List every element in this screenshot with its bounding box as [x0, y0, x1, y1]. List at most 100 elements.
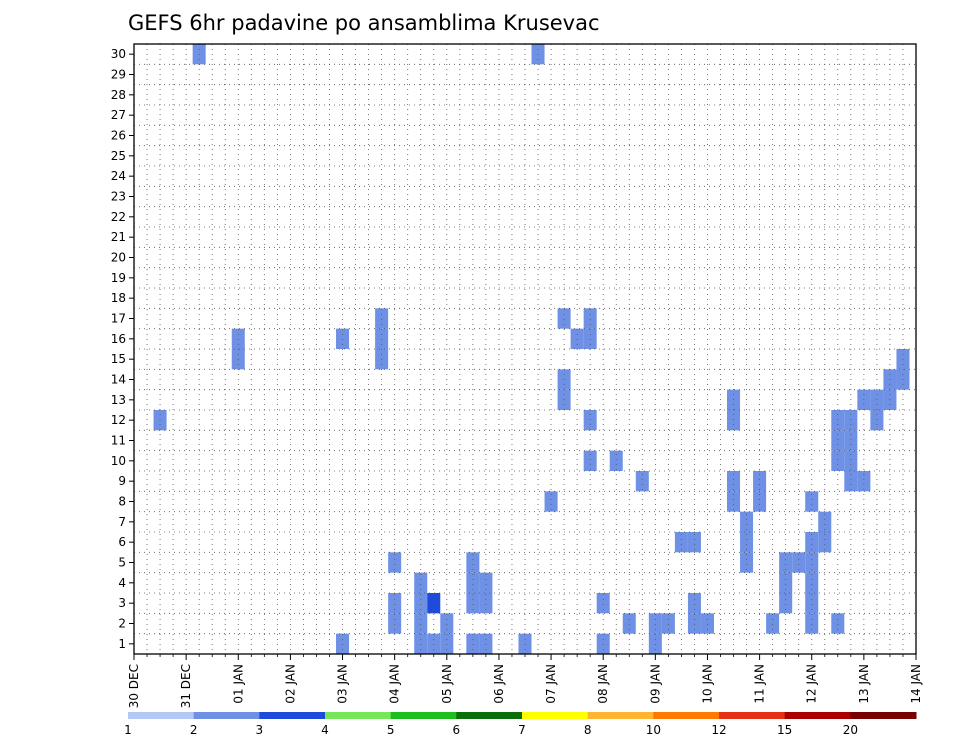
- precip-cell: [740, 511, 754, 532]
- y-tick-label: 30: [111, 47, 126, 61]
- precip-cell: [596, 593, 610, 614]
- legend-level-label: 1: [124, 723, 132, 737]
- legend-level-label: 10: [646, 723, 661, 737]
- y-tick-label: 10: [111, 454, 126, 468]
- y-tick-label: 8: [118, 495, 126, 509]
- y-tick-label: 22: [111, 210, 126, 224]
- y-tick-label: 4: [118, 576, 126, 590]
- precip-cell: [414, 613, 428, 634]
- precip-cell: [336, 633, 350, 654]
- precip-cell: [792, 552, 806, 573]
- precip-cell: [661, 613, 675, 634]
- precip-cell: [727, 491, 741, 512]
- precip-cell: [753, 471, 767, 492]
- x-tick-label: 02 JAN: [283, 664, 297, 704]
- legend-level-label: 2: [190, 723, 198, 737]
- legend-swatch: [128, 712, 195, 719]
- precip-cell: [583, 308, 597, 329]
- precip-cell: [766, 613, 780, 634]
- y-tick-label: 26: [111, 129, 126, 143]
- legend-level-label: 7: [518, 723, 526, 737]
- legend-swatch: [653, 712, 720, 719]
- x-tick-label: 03 JAN: [336, 664, 350, 704]
- precip-cell: [857, 471, 871, 492]
- precip-cell: [818, 532, 832, 553]
- x-tick-label: 14 JAN: [909, 664, 923, 704]
- x-tick-label: 09 JAN: [648, 664, 662, 704]
- precip-cell: [557, 308, 571, 329]
- y-tick-label: 13: [111, 393, 126, 407]
- y-axis: 1234567891011121314151617181920212223242…: [111, 47, 134, 651]
- precip-cell: [466, 633, 480, 654]
- y-tick-label: 5: [118, 556, 126, 570]
- y-tick-label: 9: [118, 474, 126, 488]
- y-tick-label: 28: [111, 88, 126, 102]
- precip-cell: [440, 633, 454, 654]
- legend-swatch: [325, 712, 392, 719]
- precip-cell: [583, 328, 597, 349]
- chart-title: GEFS 6hr padavine po ansamblima Krusevac: [128, 11, 600, 35]
- precip-cell: [687, 532, 701, 553]
- legend-level-label: 5: [387, 723, 395, 737]
- y-tick-label: 21: [111, 230, 126, 244]
- y-tick-label: 18: [111, 291, 126, 305]
- precip-cell: [844, 410, 858, 431]
- legend-swatch: [587, 712, 654, 719]
- y-tick-label: 15: [111, 352, 126, 366]
- precip-cell: [844, 471, 858, 492]
- y-tick-label: 12: [111, 413, 126, 427]
- precip-cell: [687, 613, 701, 634]
- precip-cell: [805, 593, 819, 614]
- y-tick-label: 1: [118, 637, 126, 651]
- x-tick-label: 08 JAN: [596, 664, 610, 704]
- precip-cell: [648, 613, 662, 634]
- precip-cell: [753, 491, 767, 512]
- x-tick-label: 06 JAN: [492, 664, 506, 704]
- precip-cell: [518, 633, 532, 654]
- precip-cell: [414, 633, 428, 654]
- y-tick-label: 2: [118, 617, 126, 631]
- legend-swatch: [784, 712, 851, 719]
- precip-cell: [427, 633, 441, 654]
- precip-cell: [727, 471, 741, 492]
- precip-cell: [844, 450, 858, 471]
- y-tick-label: 27: [111, 108, 126, 122]
- precip-cell: [687, 593, 701, 614]
- x-tick-label: 13 JAN: [857, 664, 871, 704]
- precip-cell: [388, 593, 402, 614]
- precip-cell: [388, 613, 402, 634]
- legend-level-label: 20: [843, 723, 858, 737]
- y-tick-label: 25: [111, 149, 126, 163]
- x-tick-label: 04 JAN: [388, 664, 402, 704]
- precip-cell: [805, 572, 819, 593]
- legend-swatch: [390, 712, 457, 719]
- precip-cell: [674, 532, 688, 553]
- precip-cell: [844, 430, 858, 451]
- x-tick-label: 31 DEC: [179, 664, 193, 708]
- x-tick-label: 11 JAN: [753, 664, 767, 704]
- precip-cell: [779, 572, 793, 593]
- precip-cell: [740, 552, 754, 573]
- legend-swatch: [259, 712, 326, 719]
- precip-cell: [583, 410, 597, 431]
- precip-cell: [818, 511, 832, 532]
- precip-cell: [479, 593, 493, 614]
- y-tick-label: 14: [111, 373, 126, 387]
- y-tick-label: 11: [111, 434, 126, 448]
- y-tick-label: 17: [111, 312, 126, 326]
- x-axis: 30 DEC 31 DEC 01 JAN 02 JAN 03 JAN 04 JAN 05 J…: [127, 654, 923, 708]
- precip-cell: [831, 613, 845, 634]
- y-tick-label: 16: [111, 332, 126, 346]
- precip-cell: [635, 471, 649, 492]
- precip-cell: [466, 572, 480, 593]
- precip-cell: [414, 593, 428, 614]
- precip-cell: [740, 532, 754, 553]
- precip-cell: [596, 633, 610, 654]
- precip-cell: [831, 430, 845, 451]
- precip-cell: [805, 552, 819, 573]
- precip-cell: [727, 410, 741, 431]
- y-tick-label: 19: [111, 271, 126, 285]
- precip-cell: [375, 308, 389, 329]
- precip-cell: [609, 450, 623, 471]
